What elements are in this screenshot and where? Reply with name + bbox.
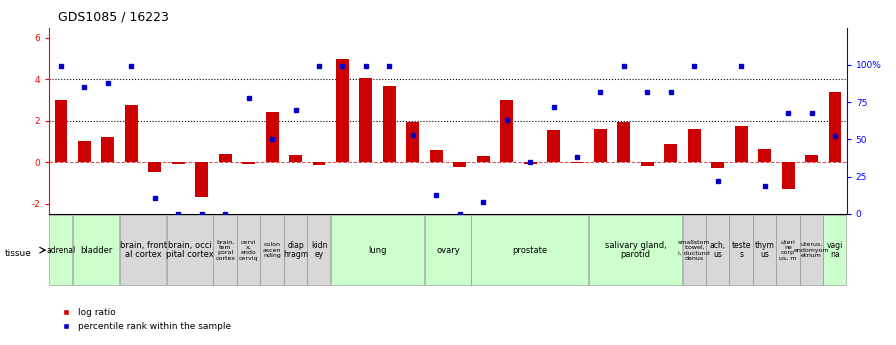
Text: salivary gland,
parotid: salivary gland, parotid: [605, 241, 667, 259]
Bar: [729, 215, 753, 285]
Text: kidn
ey: kidn ey: [311, 241, 327, 259]
Bar: [753, 215, 776, 285]
Bar: [73, 215, 119, 285]
Text: colon
ascen
nding: colon ascen nding: [263, 242, 281, 258]
Bar: [213, 215, 237, 285]
Text: adrenal: adrenal: [47, 246, 75, 255]
Legend: log ratio, percentile rank within the sample: log ratio, percentile rank within the sa…: [54, 305, 235, 335]
Bar: [55, 100, 67, 162]
Bar: [617, 122, 631, 162]
Text: prostate: prostate: [513, 246, 547, 255]
Bar: [571, 162, 583, 163]
Bar: [547, 130, 560, 162]
Bar: [167, 215, 213, 285]
Text: smallstom
bowel,
i, ductund
denus: smallstom bowel, i, ductund denus: [678, 239, 711, 261]
Bar: [477, 156, 489, 162]
Bar: [500, 100, 513, 162]
Bar: [806, 155, 818, 162]
Bar: [265, 112, 279, 162]
Text: vagi
na: vagi na: [827, 241, 843, 259]
Text: lung: lung: [368, 246, 387, 255]
Text: uteri
ne
corp
us, m: uteri ne corp us, m: [780, 239, 797, 261]
Bar: [800, 215, 823, 285]
Bar: [149, 162, 161, 172]
Bar: [219, 154, 232, 162]
Bar: [589, 215, 683, 285]
Bar: [688, 129, 701, 162]
Text: teste
s: teste s: [731, 241, 751, 259]
Bar: [407, 122, 419, 162]
Bar: [823, 215, 847, 285]
Bar: [172, 162, 185, 164]
Bar: [641, 162, 654, 166]
Text: brain,
tem
poral
cortex: brain, tem poral cortex: [215, 239, 235, 261]
Bar: [711, 162, 724, 168]
Bar: [49, 215, 73, 285]
Bar: [336, 59, 349, 162]
Text: ach,
us: ach, us: [710, 241, 726, 259]
Bar: [683, 215, 706, 285]
Bar: [78, 141, 90, 162]
Bar: [261, 215, 284, 285]
Bar: [237, 215, 260, 285]
Bar: [430, 150, 443, 162]
Text: uterus,
endomyom
etrium: uterus, endomyom etrium: [794, 242, 830, 258]
Text: GDS1085 / 16223: GDS1085 / 16223: [58, 10, 169, 23]
Bar: [735, 126, 747, 162]
Bar: [776, 215, 799, 285]
Bar: [471, 215, 589, 285]
Bar: [523, 162, 537, 164]
Bar: [331, 215, 425, 285]
Text: cervi
x,
endo
cerviq: cervi x, endo cerviq: [239, 239, 258, 261]
Text: brain, occi
pital cortex: brain, occi pital cortex: [166, 241, 214, 259]
Bar: [829, 92, 841, 162]
Bar: [120, 215, 167, 285]
Bar: [125, 105, 138, 162]
Bar: [781, 162, 795, 189]
Bar: [359, 78, 373, 162]
Bar: [594, 129, 607, 162]
Bar: [284, 215, 307, 285]
Bar: [453, 162, 466, 167]
Bar: [383, 86, 396, 162]
Text: bladder: bladder: [80, 246, 112, 255]
Text: diap
hragm: diap hragm: [283, 241, 308, 259]
Bar: [425, 215, 471, 285]
Bar: [307, 215, 331, 285]
Bar: [664, 144, 677, 162]
Bar: [289, 155, 302, 162]
Bar: [195, 162, 208, 197]
Bar: [758, 149, 771, 162]
Bar: [706, 215, 729, 285]
Text: thym
us: thym us: [754, 241, 774, 259]
Bar: [101, 137, 115, 162]
Text: ovary: ovary: [436, 246, 460, 255]
Bar: [313, 162, 325, 165]
Text: brain, front
al cortex: brain, front al cortex: [119, 241, 167, 259]
Bar: [242, 162, 255, 164]
Text: tissue: tissue: [4, 249, 31, 258]
